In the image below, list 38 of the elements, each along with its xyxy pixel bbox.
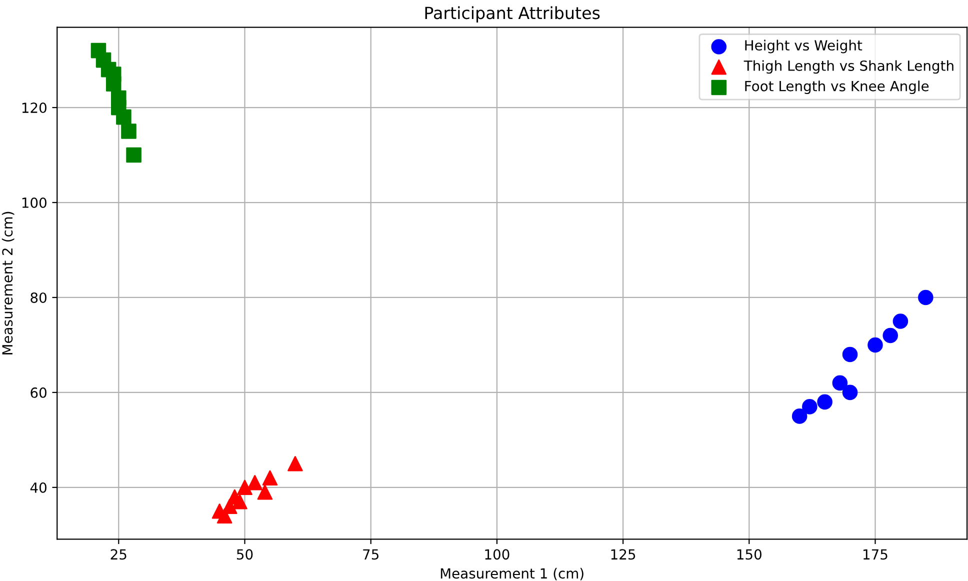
point [817, 394, 832, 410]
point [106, 76, 122, 92]
point [842, 384, 858, 400]
x-axis-title: Measurement 1 (cm) [440, 568, 584, 580]
legend-label: Foot Length vs Knee Angle [745, 80, 929, 94]
point [257, 484, 273, 500]
point [892, 314, 908, 329]
point [232, 494, 248, 510]
point [247, 475, 262, 490]
x-tick-label: 75 [363, 549, 378, 560]
point [237, 480, 252, 496]
y-axis-title: Measurement 2 (cm) [2, 212, 14, 354]
point [116, 109, 132, 125]
point [882, 328, 898, 344]
x-tick-label: 100 [485, 549, 510, 560]
point [832, 375, 848, 391]
x-tick-label: 150 [737, 549, 762, 560]
y-tick-label: 40 [30, 482, 46, 493]
y-tick-label: 60 [30, 387, 46, 398]
point [792, 408, 808, 424]
x-tick-label: 50 [236, 549, 253, 560]
y-tick-label: 100 [22, 197, 46, 208]
point [868, 337, 883, 353]
point [918, 290, 934, 306]
legend-label: Thigh Length vs Shank Length [744, 60, 954, 74]
point [802, 399, 818, 414]
point [126, 147, 142, 163]
x-tick-label: 25 [110, 549, 126, 560]
point [262, 470, 278, 486]
y-tick-label: 80 [30, 292, 46, 303]
x-tick-label: 175 [864, 549, 888, 560]
y-tick-label: 120 [22, 102, 46, 114]
point [288, 456, 303, 472]
chart-title: Participant Attributes [425, 6, 600, 22]
point [842, 346, 858, 362]
x-tick-label: 125 [611, 549, 636, 560]
point [121, 124, 136, 139]
legend-label: Height vs Weight [745, 40, 862, 54]
